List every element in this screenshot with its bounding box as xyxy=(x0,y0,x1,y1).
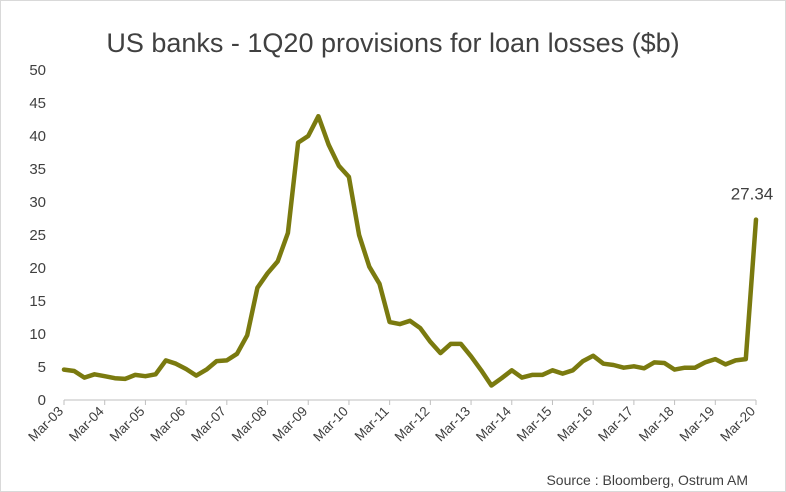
x-tick-label: Mar-07 xyxy=(188,404,229,445)
x-tick-label: Mar-15 xyxy=(514,404,555,445)
y-tick-label: 30 xyxy=(29,194,46,211)
y-tick-label: 50 xyxy=(29,62,46,79)
x-tick-label: Mar-03 xyxy=(25,404,66,445)
chart-title: US banks - 1Q20 provisions for loan loss… xyxy=(106,28,680,58)
x-tick-label: Mar-14 xyxy=(473,403,514,444)
y-tick-label: 10 xyxy=(29,326,46,343)
y-tick-label: 45 xyxy=(29,95,46,112)
y-tick-label: 15 xyxy=(29,293,46,310)
y-tick-label: 5 xyxy=(38,359,46,376)
source-note: Source : Bloomberg, Ostrum AM xyxy=(546,472,748,488)
x-tick-label: Mar-04 xyxy=(66,403,107,444)
x-tick-label: Mar-05 xyxy=(107,404,148,445)
x-tick-label: Mar-09 xyxy=(270,404,311,445)
x-tick-label: Mar-20 xyxy=(717,404,758,445)
series-line xyxy=(61,113,759,388)
x-tick-label: Mar-10 xyxy=(310,404,351,445)
x-tick-label: Mar-17 xyxy=(595,404,636,445)
x-tick-label: Mar-18 xyxy=(636,404,677,445)
x-tick-label: Mar-11 xyxy=(352,404,392,444)
x-tick-label: Mar-13 xyxy=(432,404,473,445)
x-tick-label: Mar-06 xyxy=(147,404,188,445)
y-tick-label: 40 xyxy=(29,128,46,145)
x-tick-label: Mar-12 xyxy=(392,404,433,445)
y-tick-label: 35 xyxy=(29,161,46,178)
y-tick-label: 20 xyxy=(29,260,46,277)
data-label: 27.34 xyxy=(731,185,774,204)
y-tick-label: 25 xyxy=(29,227,46,244)
x-tick-label: Mar-19 xyxy=(677,404,718,445)
y-tick-label: 0 xyxy=(38,392,46,409)
x-tick-label: Mar-16 xyxy=(554,404,595,445)
x-tick-label: Mar-08 xyxy=(229,404,270,445)
